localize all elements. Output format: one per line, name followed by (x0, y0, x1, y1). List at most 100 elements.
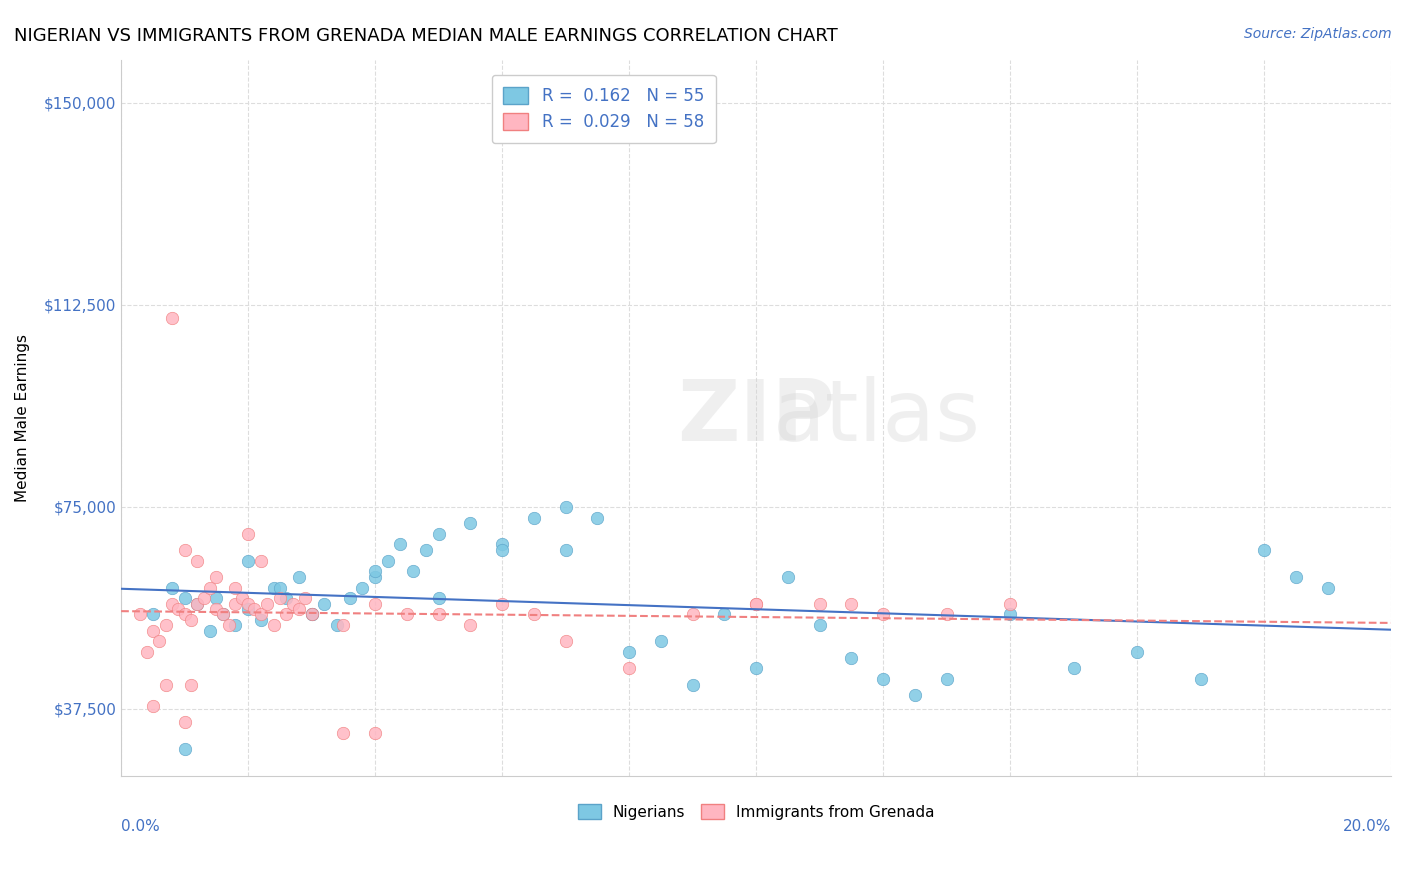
Point (808, 597, 831, 611)
Point (491, 537, 513, 551)
Text: NIGERIAN VS IMMIGRANTS FROM GRENADA MEDIAN MALE EARNINGS CORRELATION CHART: NIGERIAN VS IMMIGRANTS FROM GRENADA MEDI… (14, 27, 838, 45)
Text: atlas: atlas (773, 376, 981, 459)
Point (314, 597, 336, 611)
Point (236, 526, 259, 541)
Point (173, 542, 195, 557)
Point (745, 597, 768, 611)
Point (263, 581, 285, 595)
Point (224, 581, 246, 595)
Point (173, 607, 195, 622)
Point (364, 726, 387, 740)
Point (339, 591, 361, 606)
Point (1253, 542, 1275, 557)
Point (142, 699, 165, 714)
Point (389, 537, 412, 551)
Point (554, 542, 576, 557)
Point (205, 591, 228, 606)
Point (1189, 672, 1212, 686)
Point (167, 602, 190, 616)
Point (198, 581, 221, 595)
Point (935, 672, 957, 686)
Point (872, 672, 894, 686)
Point (211, 607, 233, 622)
Point (523, 607, 546, 622)
Point (617, 645, 640, 659)
Point (218, 618, 240, 632)
Point (808, 618, 831, 632)
Point (377, 553, 399, 567)
Point (236, 553, 259, 567)
Point (231, 591, 253, 606)
Point (364, 597, 387, 611)
Point (205, 570, 228, 584)
Point (129, 607, 152, 622)
Point (186, 597, 208, 611)
Point (193, 591, 215, 606)
Point (364, 565, 387, 579)
Point (650, 634, 672, 648)
Point (395, 607, 418, 622)
Point (904, 688, 927, 702)
Point (460, 516, 482, 530)
Point (415, 542, 437, 557)
Point (427, 591, 450, 606)
Point (281, 597, 304, 611)
Point (301, 607, 323, 622)
Point (776, 570, 799, 584)
Point (160, 597, 183, 611)
Point (326, 618, 349, 632)
Point (155, 677, 177, 691)
Point (301, 607, 323, 622)
Point (402, 565, 425, 579)
Point (998, 607, 1021, 622)
Point (155, 618, 177, 632)
Point (236, 602, 259, 616)
Point (491, 597, 513, 611)
Text: Source: ZipAtlas.com: Source: ZipAtlas.com (1244, 27, 1392, 41)
Point (427, 607, 450, 622)
Point (682, 607, 704, 622)
Y-axis label: Median Male Earnings: Median Male Earnings (15, 334, 30, 502)
Point (332, 618, 354, 632)
Point (460, 618, 482, 632)
Point (160, 311, 183, 326)
Point (352, 581, 374, 595)
Point (682, 677, 704, 691)
Point (180, 613, 202, 627)
Point (142, 607, 165, 622)
Point (364, 570, 387, 584)
Point (839, 597, 862, 611)
Point (205, 602, 228, 616)
Point (1316, 581, 1339, 595)
Point (554, 500, 576, 514)
Point (276, 607, 298, 622)
Point (713, 607, 735, 622)
Point (491, 542, 513, 557)
Point (269, 581, 291, 595)
Point (186, 597, 208, 611)
Point (236, 597, 259, 611)
Point (135, 645, 157, 659)
Point (211, 607, 233, 622)
Point (198, 624, 221, 638)
Point (332, 726, 354, 740)
Point (160, 581, 183, 595)
Point (256, 597, 278, 611)
Text: ZIP: ZIP (678, 376, 835, 459)
Point (276, 591, 298, 606)
Point (745, 597, 768, 611)
Point (1285, 570, 1308, 584)
Point (224, 618, 246, 632)
Point (269, 591, 291, 606)
Point (173, 742, 195, 756)
Point (148, 634, 170, 648)
Point (243, 602, 266, 616)
Point (1126, 645, 1149, 659)
Text: 20.0%: 20.0% (1343, 819, 1391, 834)
Point (427, 526, 450, 541)
Point (288, 602, 311, 616)
Point (173, 591, 195, 606)
Point (249, 613, 271, 627)
Point (301, 607, 323, 622)
Point (617, 661, 640, 675)
